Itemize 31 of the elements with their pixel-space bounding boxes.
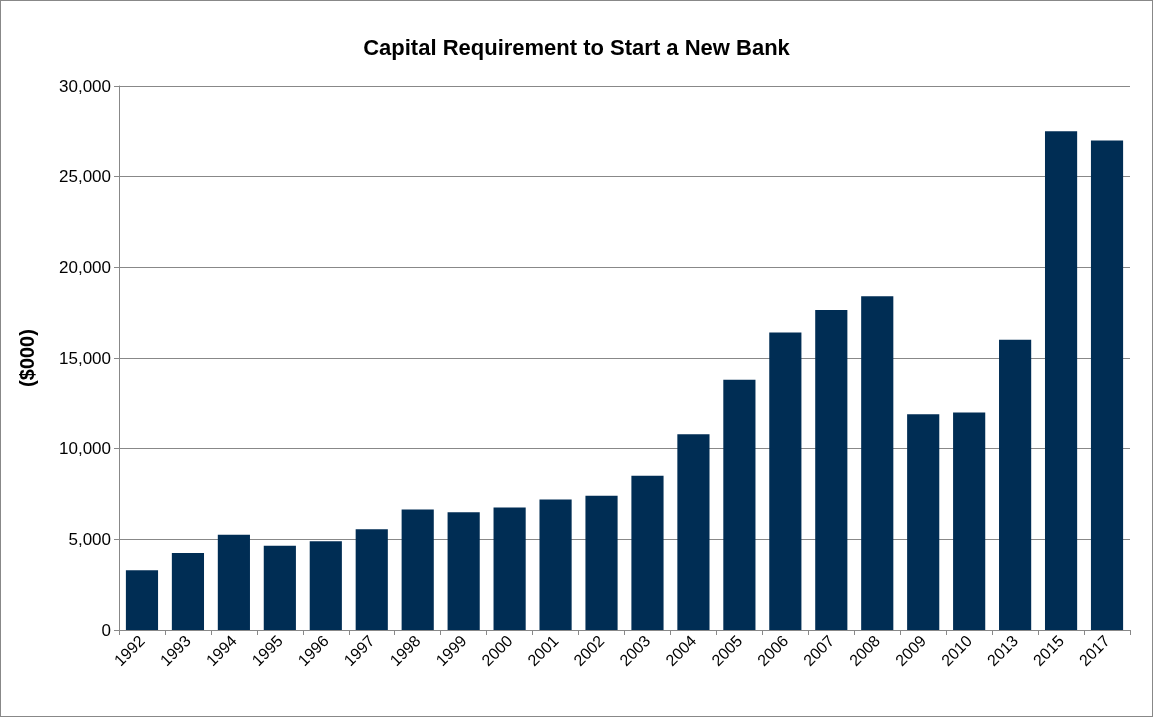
chart-title: Capital Requirement to Start a New Bank [363, 34, 791, 60]
bar [723, 379, 756, 630]
y-tick-label: 10,000 [59, 439, 111, 459]
bar [309, 541, 342, 630]
bar [769, 332, 802, 630]
y-tick-label: 25,000 [59, 167, 111, 187]
bar [585, 495, 618, 630]
bar [999, 339, 1032, 630]
bar [263, 545, 296, 630]
bar [1044, 131, 1078, 630]
bar [125, 570, 159, 630]
y-tick-label: 15,000 [59, 348, 111, 368]
bar [401, 509, 434, 630]
bar [1090, 140, 1124, 630]
bar [953, 412, 986, 630]
bar [631, 475, 664, 630]
bar [907, 414, 940, 630]
y-tick-label: 0 [101, 620, 111, 640]
y-tick-label: 20,000 [59, 257, 111, 277]
y-axis-title: ($000) [16, 329, 38, 387]
bar [355, 529, 388, 630]
bar [493, 507, 526, 630]
bar [539, 499, 572, 630]
bar [815, 309, 848, 630]
bar [217, 534, 250, 630]
y-tick-label: 30,000 [59, 76, 111, 96]
bar [861, 296, 894, 630]
bar [677, 434, 710, 630]
bar [171, 552, 205, 630]
bar [447, 512, 480, 630]
y-tick-label: 5,000 [68, 529, 111, 549]
